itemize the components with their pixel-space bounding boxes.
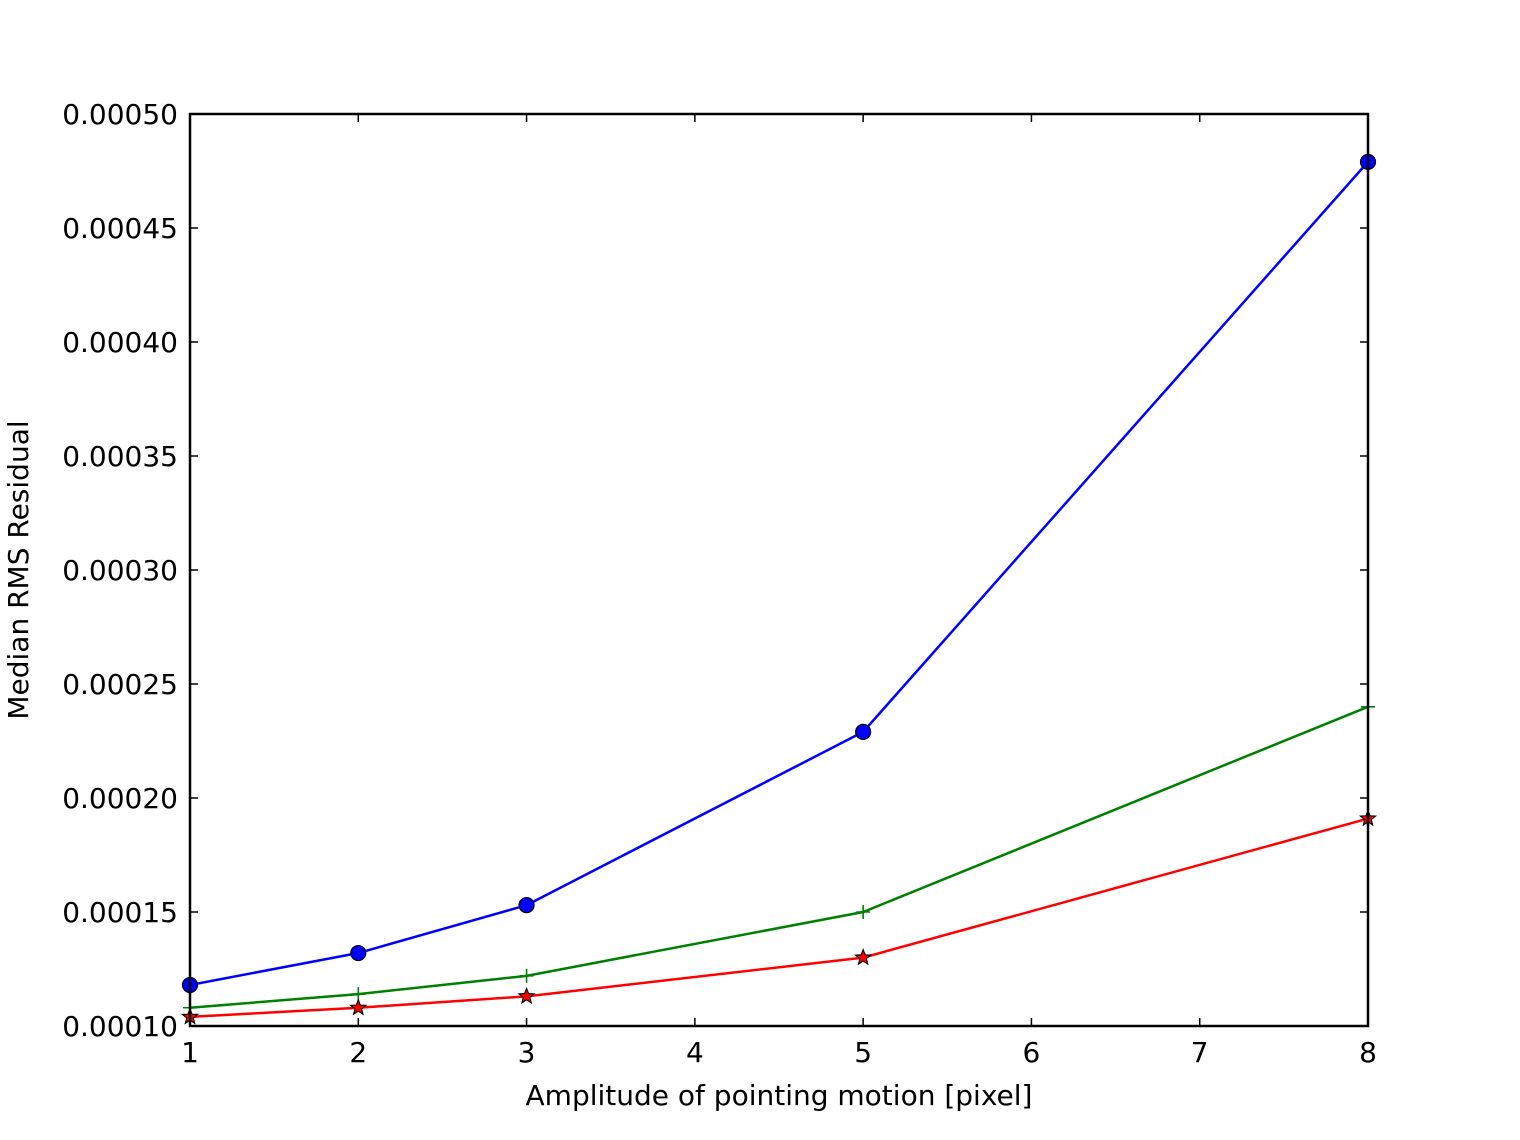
y-tick-label: 0.00025 [62, 668, 178, 701]
data-point [855, 723, 872, 740]
x-tick-label: 7 [1191, 1036, 1209, 1069]
x-tick-label: 5 [854, 1036, 872, 1069]
x-tick-label: 2 [349, 1036, 367, 1069]
x-tick-label: 1 [181, 1036, 199, 1069]
ticks-layer: 1 2 3 4 5 6 7 8 0.00010 0.00015 0.00020 0.00025 0.00… [62, 98, 1377, 1069]
x-tick-label: 4 [686, 1036, 704, 1069]
y-tick-label: 0.00010 [62, 1010, 178, 1043]
y-tick-label: 0.00040 [62, 326, 178, 359]
data-point [349, 998, 368, 1016]
y-tick-label: 0.00045 [62, 212, 178, 245]
y-tick-label: 0.00030 [62, 554, 178, 587]
series-layer [180, 153, 1378, 1025]
x-tick-label: 8 [1359, 1036, 1377, 1069]
plot-frame [188, 112, 1370, 1028]
data-point [517, 986, 536, 1005]
x-tick-label: 3 [518, 1036, 536, 1069]
y-tick-label: 0.00015 [62, 896, 178, 929]
y-tick-label: 0.00050 [62, 98, 178, 131]
data-point [519, 968, 534, 983]
x-axis-label: Amplitude of pointing motion [pixel] [526, 1079, 1033, 1112]
series-1 [181, 153, 1377, 994]
x-tick-label: 6 [1023, 1036, 1041, 1069]
data-point [518, 897, 535, 914]
y-tick-label: 0.00035 [62, 440, 178, 473]
data-point [350, 944, 367, 962]
y-tick-label: 0.00020 [62, 782, 178, 815]
data-point [854, 948, 873, 966]
data-point [856, 905, 871, 919]
y-axis-label: Median RMS Residual [2, 420, 35, 719]
